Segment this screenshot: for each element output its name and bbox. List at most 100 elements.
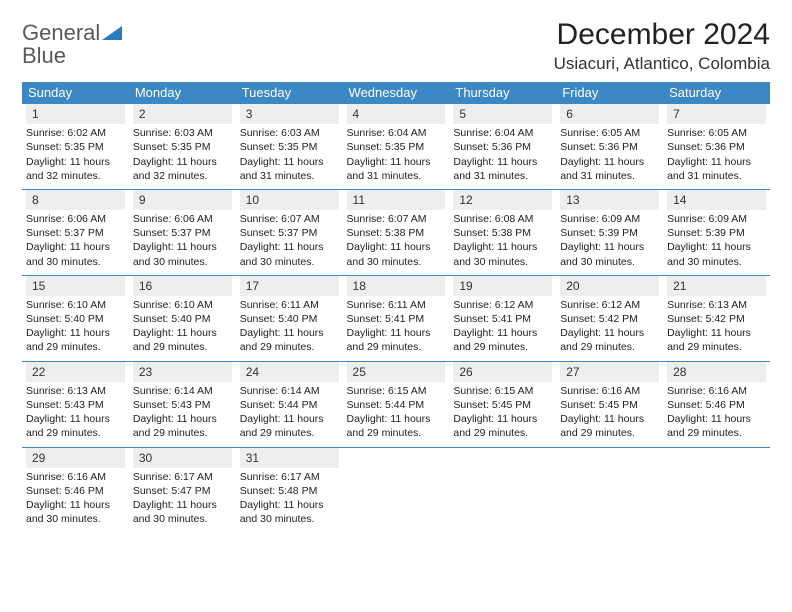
day-details: Sunrise: 6:16 AMSunset: 5:46 PMDaylight:… [667, 382, 766, 441]
day-number: 30 [133, 448, 232, 468]
sunrise-text: Sunrise: 6:13 AM [667, 298, 766, 312]
calendar-cell: 6Sunrise: 6:05 AMSunset: 5:36 PMDaylight… [556, 103, 663, 189]
day-number: 7 [667, 104, 766, 124]
brand-logo: General Blue [22, 22, 122, 68]
daylight-text: Daylight: 11 hours and 29 minutes. [667, 326, 766, 354]
calendar-cell: 2Sunrise: 6:03 AMSunset: 5:35 PMDaylight… [129, 103, 236, 189]
day-number: 19 [453, 276, 552, 296]
calendar-body: 1Sunrise: 6:02 AMSunset: 5:35 PMDaylight… [22, 103, 770, 532]
daylight-text: Daylight: 11 hours and 29 minutes. [667, 412, 766, 440]
calendar-cell: 12Sunrise: 6:08 AMSunset: 5:38 PMDayligh… [449, 189, 556, 275]
daylight-text: Daylight: 11 hours and 30 minutes. [667, 240, 766, 268]
daylight-text: Daylight: 11 hours and 30 minutes. [453, 240, 552, 268]
day-number: 18 [347, 276, 446, 296]
page-title: December 2024 [554, 18, 770, 52]
sunrise-text: Sunrise: 6:04 AM [347, 126, 446, 140]
sunrise-text: Sunrise: 6:14 AM [133, 384, 232, 398]
day-details: Sunrise: 6:13 AMSunset: 5:42 PMDaylight:… [667, 296, 766, 355]
day-details: Sunrise: 6:10 AMSunset: 5:40 PMDaylight:… [133, 296, 232, 355]
daylight-text: Daylight: 11 hours and 29 minutes. [560, 326, 659, 354]
day-number: 23 [133, 362, 232, 382]
sunrise-text: Sunrise: 6:03 AM [240, 126, 339, 140]
daylight-text: Daylight: 11 hours and 30 minutes. [240, 240, 339, 268]
day-number: 27 [560, 362, 659, 382]
col-monday: Monday [129, 82, 236, 103]
calendar-cell: 29Sunrise: 6:16 AMSunset: 5:46 PMDayligh… [22, 447, 129, 533]
daylight-text: Daylight: 11 hours and 32 minutes. [133, 155, 232, 183]
day-number: 6 [560, 104, 659, 124]
sunset-text: Sunset: 5:39 PM [667, 226, 766, 240]
daylight-text: Daylight: 11 hours and 31 minutes. [453, 155, 552, 183]
sunset-text: Sunset: 5:37 PM [133, 226, 232, 240]
sunrise-text: Sunrise: 6:05 AM [560, 126, 659, 140]
sunrise-text: Sunrise: 6:16 AM [560, 384, 659, 398]
sunrise-text: Sunrise: 6:10 AM [26, 298, 125, 312]
calendar-page: General Blue December 2024 Usiacuri, Atl… [0, 0, 792, 550]
day-details: Sunrise: 6:14 AMSunset: 5:44 PMDaylight:… [240, 382, 339, 441]
sunrise-text: Sunrise: 6:13 AM [26, 384, 125, 398]
day-details: Sunrise: 6:10 AMSunset: 5:40 PMDaylight:… [26, 296, 125, 355]
brand-name-part2: Blue [22, 43, 66, 68]
daylight-text: Daylight: 11 hours and 29 minutes. [453, 326, 552, 354]
sunset-text: Sunset: 5:36 PM [453, 140, 552, 154]
sunset-text: Sunset: 5:36 PM [667, 140, 766, 154]
day-number: 14 [667, 190, 766, 210]
calendar-cell: 8Sunrise: 6:06 AMSunset: 5:37 PMDaylight… [22, 189, 129, 275]
calendar-cell: 25Sunrise: 6:15 AMSunset: 5:44 PMDayligh… [343, 361, 450, 447]
calendar-cell: 11Sunrise: 6:07 AMSunset: 5:38 PMDayligh… [343, 189, 450, 275]
day-number: 21 [667, 276, 766, 296]
calendar-cell: 30Sunrise: 6:17 AMSunset: 5:47 PMDayligh… [129, 447, 236, 533]
sunrise-text: Sunrise: 6:15 AM [347, 384, 446, 398]
sunrise-text: Sunrise: 6:11 AM [347, 298, 446, 312]
calendar-cell: 13Sunrise: 6:09 AMSunset: 5:39 PMDayligh… [556, 189, 663, 275]
calendar-row: 29Sunrise: 6:16 AMSunset: 5:46 PMDayligh… [22, 447, 770, 533]
sunset-text: Sunset: 5:41 PM [453, 312, 552, 326]
calendar-cell: 15Sunrise: 6:10 AMSunset: 5:40 PMDayligh… [22, 275, 129, 361]
day-details: Sunrise: 6:06 AMSunset: 5:37 PMDaylight:… [26, 210, 125, 269]
calendar-cell: 22Sunrise: 6:13 AMSunset: 5:43 PMDayligh… [22, 361, 129, 447]
sunrise-text: Sunrise: 6:16 AM [667, 384, 766, 398]
calendar-cell: 26Sunrise: 6:15 AMSunset: 5:45 PMDayligh… [449, 361, 556, 447]
sunset-text: Sunset: 5:43 PM [26, 398, 125, 412]
day-number: 26 [453, 362, 552, 382]
sunrise-text: Sunrise: 6:17 AM [133, 470, 232, 484]
sunset-text: Sunset: 5:37 PM [26, 226, 125, 240]
daylight-text: Daylight: 11 hours and 29 minutes. [453, 412, 552, 440]
sunset-text: Sunset: 5:37 PM [240, 226, 339, 240]
day-details: Sunrise: 6:04 AMSunset: 5:36 PMDaylight:… [453, 124, 552, 183]
day-number: 3 [240, 104, 339, 124]
day-number: 25 [347, 362, 446, 382]
sunset-text: Sunset: 5:45 PM [453, 398, 552, 412]
col-sunday: Sunday [22, 82, 129, 103]
col-thursday: Thursday [449, 82, 556, 103]
calendar-cell: 1Sunrise: 6:02 AMSunset: 5:35 PMDaylight… [22, 103, 129, 189]
day-details: Sunrise: 6:16 AMSunset: 5:45 PMDaylight:… [560, 382, 659, 441]
day-details: Sunrise: 6:13 AMSunset: 5:43 PMDaylight:… [26, 382, 125, 441]
daylight-text: Daylight: 11 hours and 32 minutes. [26, 155, 125, 183]
calendar-table: Sunday Monday Tuesday Wednesday Thursday… [22, 82, 770, 532]
daylight-text: Daylight: 11 hours and 30 minutes. [240, 498, 339, 526]
logo-text-block: General Blue [22, 22, 122, 68]
sunrise-text: Sunrise: 6:07 AM [347, 212, 446, 226]
day-number: 31 [240, 448, 339, 468]
day-number: 17 [240, 276, 339, 296]
daylight-text: Daylight: 11 hours and 30 minutes. [133, 498, 232, 526]
day-details: Sunrise: 6:07 AMSunset: 5:37 PMDaylight:… [240, 210, 339, 269]
day-number: 29 [26, 448, 125, 468]
daylight-text: Daylight: 11 hours and 29 minutes. [560, 412, 659, 440]
sunrise-text: Sunrise: 6:09 AM [560, 212, 659, 226]
day-details: Sunrise: 6:15 AMSunset: 5:44 PMDaylight:… [347, 382, 446, 441]
calendar-cell: 21Sunrise: 6:13 AMSunset: 5:42 PMDayligh… [663, 275, 770, 361]
sunrise-text: Sunrise: 6:14 AM [240, 384, 339, 398]
day-number: 9 [133, 190, 232, 210]
sunrise-text: Sunrise: 6:17 AM [240, 470, 339, 484]
sunset-text: Sunset: 5:46 PM [26, 484, 125, 498]
day-details: Sunrise: 6:09 AMSunset: 5:39 PMDaylight:… [560, 210, 659, 269]
sunset-text: Sunset: 5:40 PM [240, 312, 339, 326]
calendar-cell: 28Sunrise: 6:16 AMSunset: 5:46 PMDayligh… [663, 361, 770, 447]
daylight-text: Daylight: 11 hours and 31 minutes. [240, 155, 339, 183]
day-details: Sunrise: 6:11 AMSunset: 5:41 PMDaylight:… [347, 296, 446, 355]
sunset-text: Sunset: 5:38 PM [347, 226, 446, 240]
daylight-text: Daylight: 11 hours and 29 minutes. [133, 412, 232, 440]
sunset-text: Sunset: 5:44 PM [347, 398, 446, 412]
